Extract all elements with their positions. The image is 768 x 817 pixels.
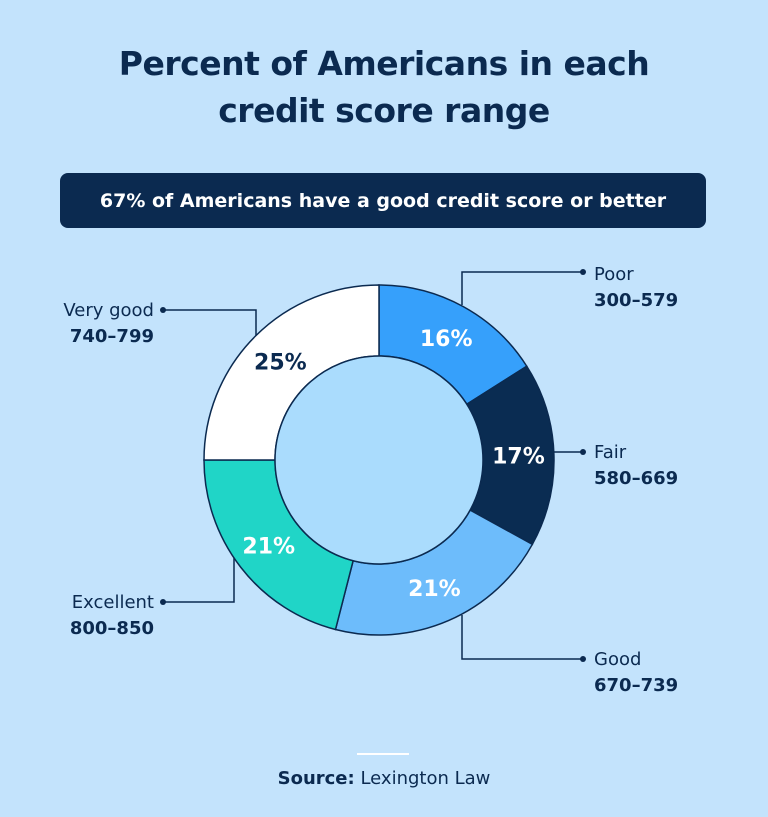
legend-poor: Poor 300–579 <box>594 262 678 314</box>
leader-good <box>461 615 583 660</box>
data-label-good: 21% <box>408 577 461 602</box>
leader-very-good <box>163 309 257 336</box>
title-line-1: Percent of Americans in each <box>118 44 650 83</box>
legend-very-good-range: 740–799 <box>69 326 154 347</box>
legend-poor-range: 300–579 <box>594 290 679 311</box>
data-label-fair: 17% <box>492 445 545 470</box>
data-label-poor: 16% <box>420 327 473 352</box>
data-label-very-good: 25% <box>254 350 307 375</box>
leader-dot-excellent <box>160 599 166 605</box>
leader-dot-fair <box>580 449 586 455</box>
leader-poor <box>461 271 583 305</box>
legend-excellent-name: Excellent <box>71 592 154 613</box>
source-value: Lexington Law <box>360 768 491 789</box>
donut-hole <box>274 355 484 565</box>
source-label: Source: <box>277 768 355 789</box>
leader-excellent <box>163 555 235 603</box>
source: Source: Lexington Law <box>0 768 768 789</box>
title-line-2: credit score range <box>218 91 550 130</box>
data-label-excellent: 21% <box>242 535 295 560</box>
leader-dot-poor <box>580 269 586 275</box>
legend-good-range: 670–739 <box>594 675 679 696</box>
leader-lines <box>163 271 583 660</box>
legend-excellent-range: 800–850 <box>69 618 154 639</box>
legend-excellent: Excellent 800–850 <box>70 590 154 642</box>
leader-dot-very-good <box>160 307 166 313</box>
chart-title: Percent of Americans in each credit scor… <box>0 40 768 134</box>
legend-fair-name: Fair <box>594 442 627 463</box>
legend-good-name: Good <box>594 649 642 670</box>
legend-very-good-name: Very good <box>63 300 154 321</box>
legend-good: Good 670–739 <box>594 647 678 699</box>
legend-fair: Fair 580–669 <box>594 440 678 492</box>
leader-dot-good <box>580 656 586 662</box>
legend-fair-range: 580–669 <box>594 468 679 489</box>
source-divider <box>357 753 409 755</box>
legend-very-good: Very good 740–799 <box>63 298 154 350</box>
legend-poor-name: Poor <box>594 264 634 285</box>
summary-banner: 67% of Americans have a good credit scor… <box>60 173 706 228</box>
